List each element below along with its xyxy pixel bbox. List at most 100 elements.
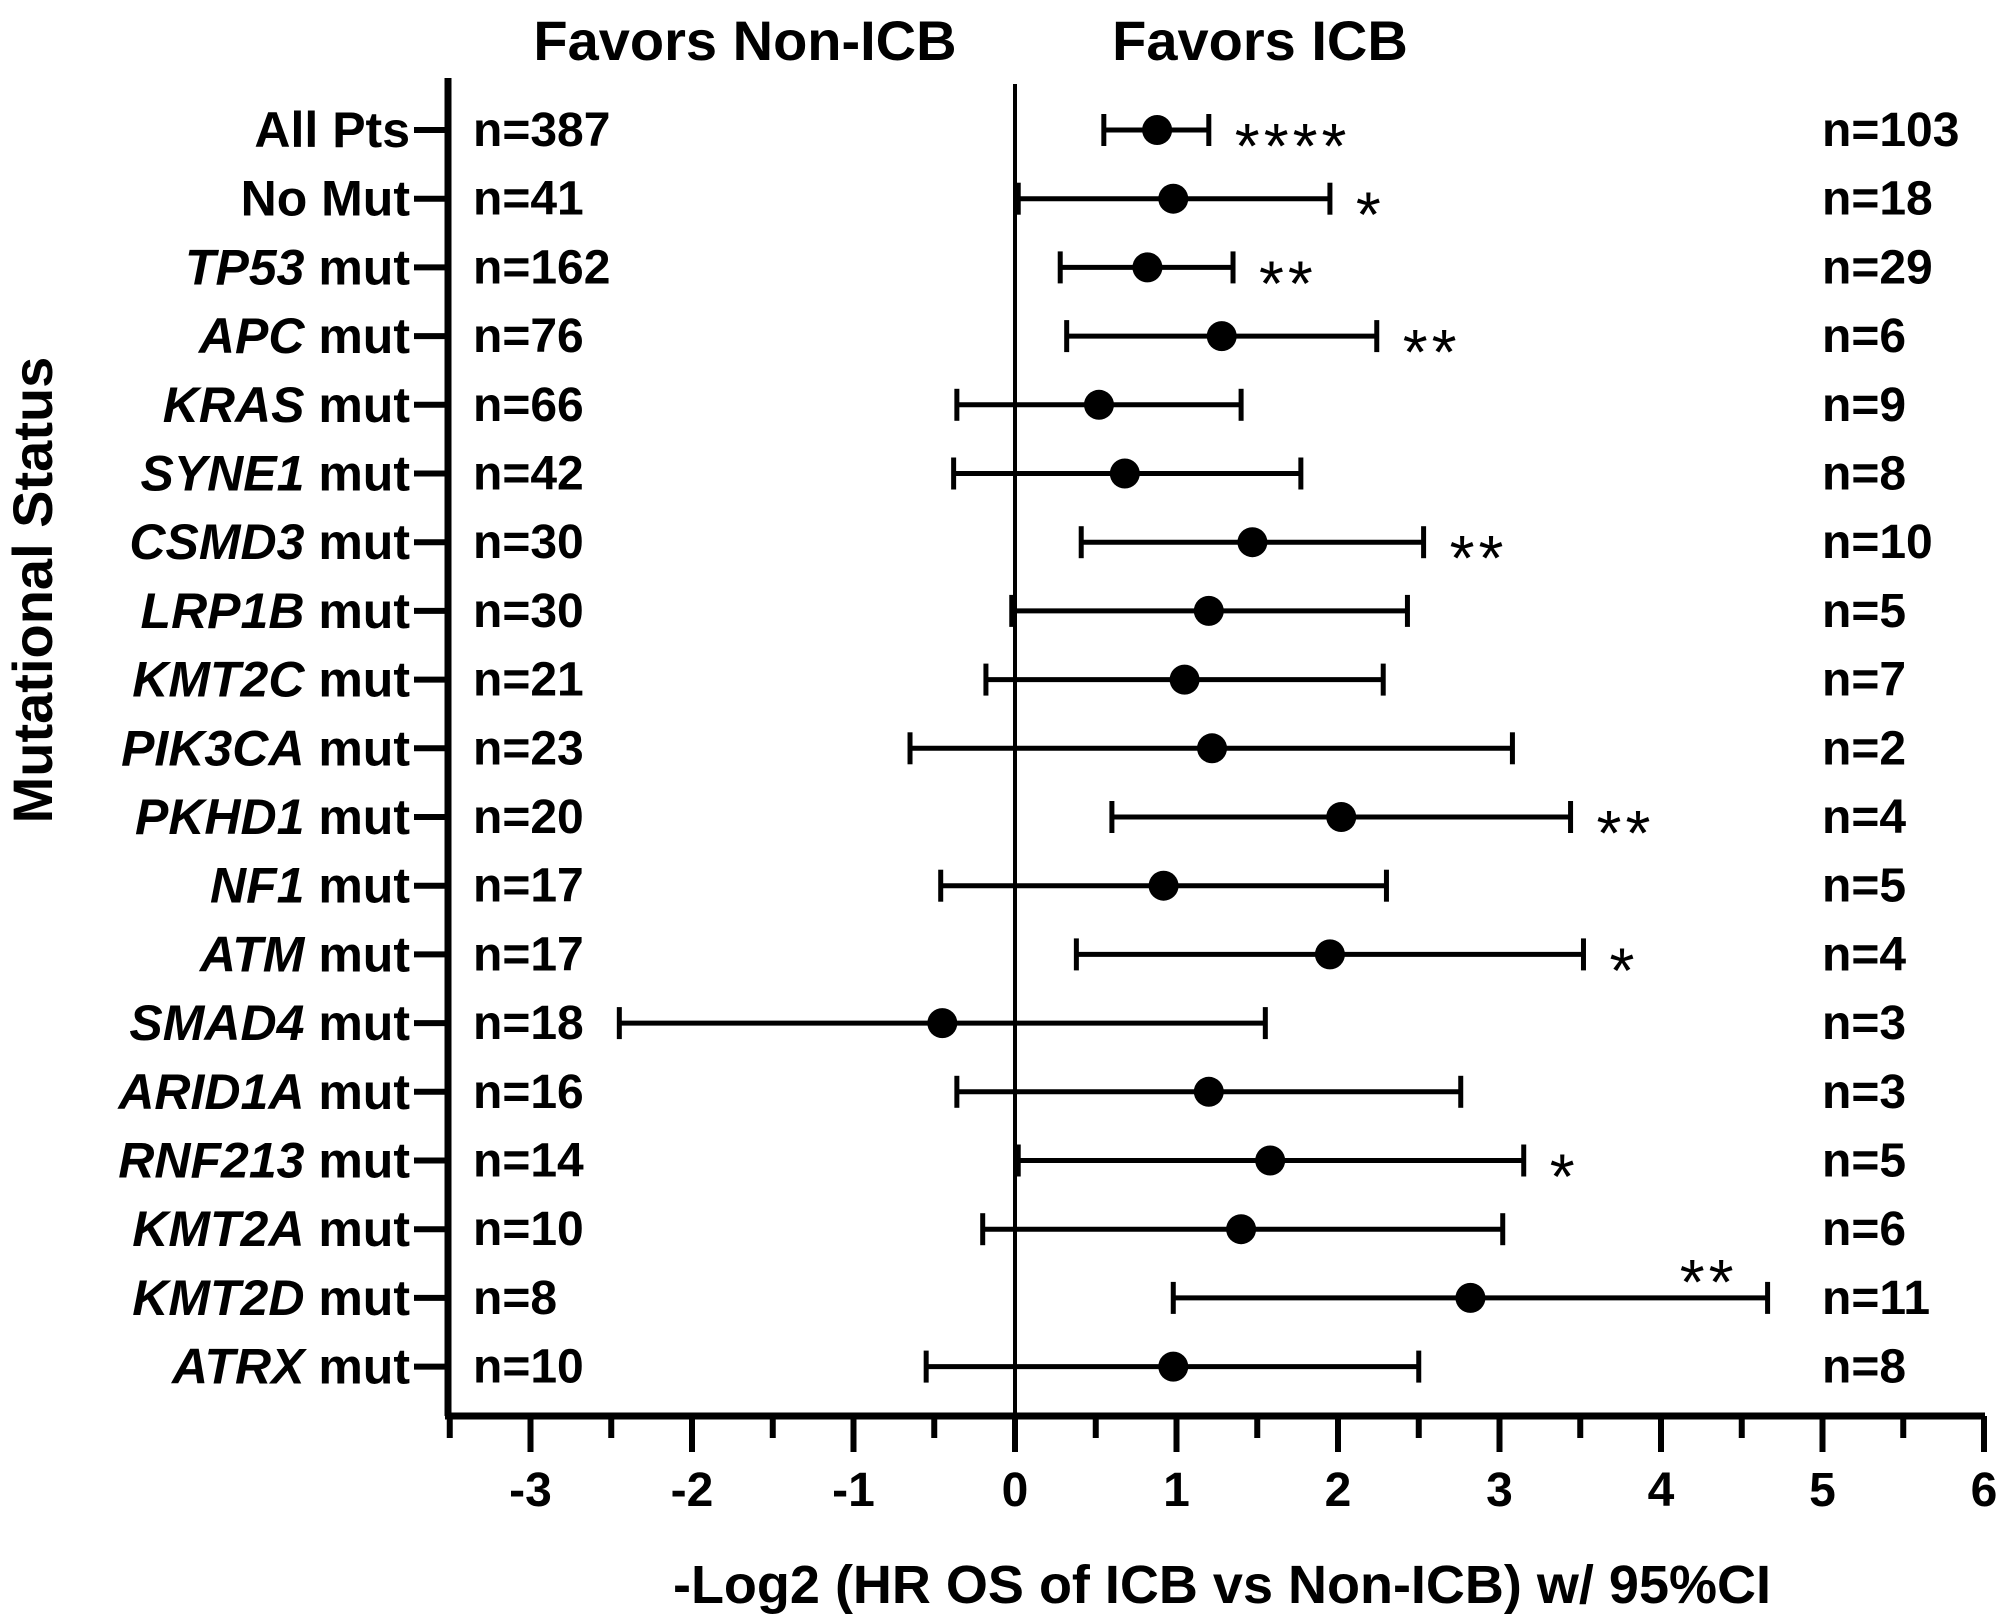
x-axis-label: -Log2 (HR OS of ICB vs Non-ICB) w/ 95%CI	[673, 1555, 1771, 1615]
n-non-icb: n=16	[473, 1066, 584, 1119]
row-label: PKHD1 mut	[135, 789, 410, 845]
row-label-text: mut	[304, 1133, 410, 1189]
row-label: KMT2A mut	[132, 1201, 410, 1257]
forest-row: APC mut n=76 n=6 **	[197, 308, 1906, 388]
significance-marker: **	[1450, 522, 1508, 594]
n-icb: n=7	[1822, 654, 1906, 707]
significance-marker: *	[1609, 934, 1638, 1006]
point-estimate	[1193, 1076, 1224, 1107]
row-label-text: mut	[304, 446, 410, 502]
row-label: NF1 mut	[210, 858, 410, 914]
point-estimate	[1237, 527, 1268, 558]
row-label-text: mut	[304, 1339, 410, 1395]
n-non-icb: n=10	[473, 1341, 584, 1394]
x-tick-label: -2	[671, 1464, 714, 1517]
point-estimate	[1083, 389, 1114, 420]
n-icb: n=4	[1822, 928, 1906, 981]
n-non-icb: n=18	[473, 997, 584, 1050]
gene-name: KMT2D	[132, 1270, 304, 1326]
gene-name: SMAD4	[129, 995, 304, 1051]
x-tick-label: 3	[1486, 1464, 1513, 1517]
row-label-text: mut	[304, 1270, 410, 1326]
significance-marker: ****	[1235, 110, 1351, 182]
n-icb: n=5	[1822, 585, 1906, 638]
row-label-text: mut	[304, 377, 410, 433]
n-non-icb: n=10	[473, 1203, 584, 1256]
point-estimate	[1109, 458, 1140, 489]
x-tick-label: -3	[509, 1464, 552, 1517]
gene-name: PIK3CA	[121, 720, 304, 776]
n-icb: n=8	[1822, 448, 1906, 501]
row-label-text: mut	[304, 789, 410, 845]
n-icb: n=11	[1822, 1272, 1930, 1325]
forest-row: RNF213 mut n=14 n=5 *	[118, 1133, 1906, 1213]
n-non-icb: n=20	[473, 791, 584, 844]
n-non-icb: n=66	[473, 379, 584, 432]
y-axis-label: Mutational Status	[1, 357, 64, 824]
x-tick-label: -1	[832, 1464, 875, 1517]
point-estimate	[927, 1008, 958, 1039]
point-estimate	[1197, 733, 1228, 764]
forest-row: PIK3CA mut n=23 n=2	[121, 720, 1906, 776]
gene-name: PKHD1	[135, 789, 304, 845]
header-favors-icb: Favors ICB	[1112, 9, 1408, 72]
n-non-icb: n=30	[473, 585, 584, 638]
x-tick-label: 6	[1971, 1464, 1998, 1517]
x-tick-label: 1	[1163, 1464, 1190, 1517]
gene-name: RNF213	[118, 1133, 304, 1189]
n-icb: n=5	[1822, 860, 1906, 913]
significance-marker: **	[1259, 247, 1317, 319]
n-icb: n=10	[1822, 516, 1933, 569]
n-non-icb: n=17	[473, 928, 584, 981]
point-estimate	[1314, 939, 1345, 970]
forest-row: NF1 mut n=17 n=5	[210, 858, 1906, 914]
significance-marker: *	[1356, 179, 1385, 251]
n-non-icb: n=17	[473, 860, 584, 913]
row-label: KMT2D mut	[132, 1270, 410, 1326]
row-label-text: mut	[304, 720, 410, 776]
row-label: APC mut	[197, 308, 410, 364]
forest-row: SMAD4 mut n=18 n=3	[129, 995, 1906, 1051]
axes: -3 -2 -1 0 1 2 3 4 5 6	[444, 78, 1998, 1517]
row-label: ATM mut	[198, 926, 410, 982]
n-non-icb: n=76	[473, 310, 584, 363]
n-non-icb: n=14	[473, 1135, 584, 1188]
x-tick-label: 0	[1002, 1464, 1029, 1517]
gene-name: KMT2A	[132, 1201, 304, 1257]
n-non-icb: n=41	[473, 173, 584, 226]
row-label-text: mut	[304, 1201, 410, 1257]
x-tick-label: 2	[1325, 1464, 1352, 1517]
n-icb: n=29	[1822, 241, 1933, 294]
point-estimate	[1255, 1145, 1286, 1176]
row-label: RNF213 mut	[118, 1133, 410, 1189]
row-label: LRP1B mut	[141, 583, 411, 639]
forest-row: No Mut n=41 n=18 *	[241, 171, 1933, 251]
header-favors-non-icb: Favors Non-ICB	[533, 9, 956, 72]
forest-row: KMT2C mut n=21 n=7	[132, 652, 1906, 708]
row-label: CSMD3 mut	[129, 514, 410, 570]
point-estimate	[1193, 595, 1224, 626]
point-estimate	[1326, 802, 1357, 832]
point-estimate	[1142, 115, 1173, 145]
gene-name: KRAS	[163, 377, 305, 433]
gene-name: ATRX	[170, 1339, 307, 1395]
row-label-text: mut	[304, 926, 410, 982]
n-icb: n=3	[1822, 997, 1906, 1050]
n-icb: n=6	[1822, 1203, 1906, 1256]
gene-name: ARID1A	[116, 1064, 304, 1120]
row-label-text: mut	[304, 239, 410, 295]
gene-name: CSMD3	[129, 514, 304, 570]
n-icb: n=8	[1822, 1341, 1906, 1394]
n-non-icb: n=387	[473, 104, 610, 157]
n-non-icb: n=8	[473, 1272, 557, 1325]
forest-row: CSMD3 mut n=30 n=10 **	[129, 514, 1932, 594]
row-label-text: mut	[304, 583, 410, 639]
row-label-text: mut	[304, 308, 410, 364]
rows: All Pts n=387 n=103****No Mut n=41 n=18*TP53…	[116, 102, 1959, 1395]
forest-row: TP53 mut n=162 n=29 **	[185, 239, 1933, 319]
forest-row: SYNE1 mut n=42 n=8	[140, 446, 1906, 502]
forest-row: KMT2A mut n=10 n=6	[132, 1201, 1906, 1257]
forest-row: PKHD1 mut n=20 n=4 **	[135, 789, 1906, 869]
row-label: KRAS mut	[163, 377, 411, 433]
row-label: TP53 mut	[185, 239, 410, 295]
